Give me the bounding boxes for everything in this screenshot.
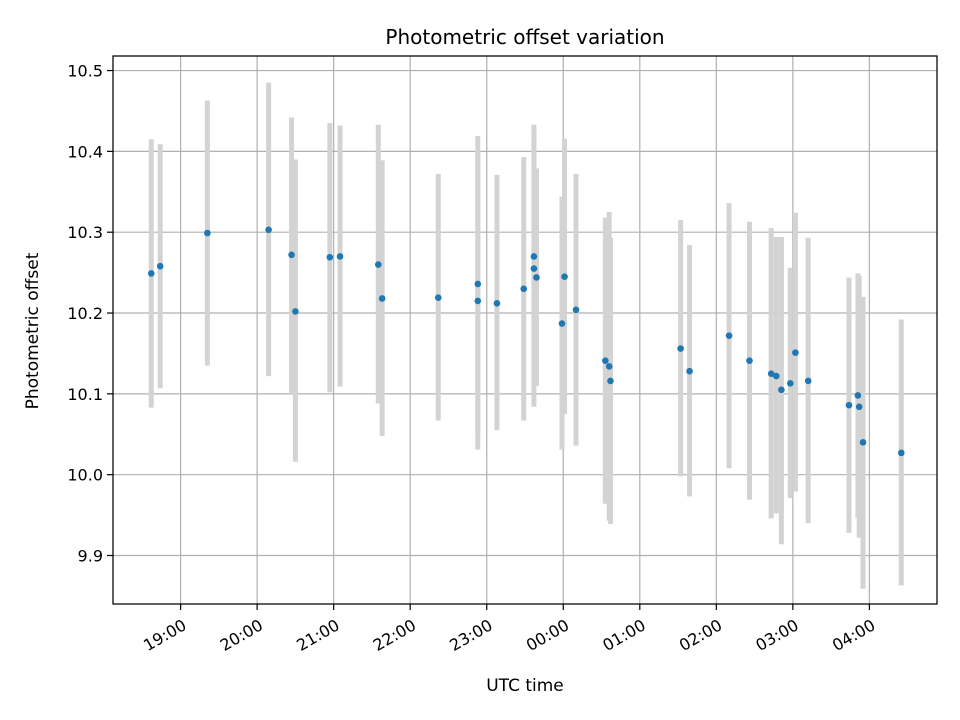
data-point	[375, 261, 382, 268]
data-point	[533, 274, 540, 281]
data-point	[520, 285, 528, 293]
data-point	[897, 449, 905, 457]
data-point	[804, 377, 812, 385]
data-point	[854, 392, 862, 399]
data-point	[147, 270, 155, 277]
data-point	[292, 308, 299, 315]
x-axis-title: UTC time	[486, 676, 564, 696]
data-point	[787, 380, 794, 387]
plot-frame	[112, 55, 938, 605]
data-point	[561, 273, 568, 280]
y-axis-title: Photometric offset	[23, 252, 43, 409]
data-point	[434, 294, 442, 301]
y-tick-label: 10.3	[67, 223, 103, 242]
data-point	[558, 320, 566, 327]
data-point	[156, 262, 164, 270]
data-point	[336, 253, 344, 260]
data-point	[326, 253, 334, 261]
data-point	[265, 226, 272, 234]
y-tick-label: 9.9	[78, 547, 103, 566]
data-point	[602, 357, 609, 365]
data-point	[605, 363, 613, 370]
data-point	[530, 253, 538, 260]
y-axis-ticks: 9.9 10.0 10.1 10.2 10.3 10.4 10.5	[67, 62, 113, 566]
y-tick-label: 10.4	[67, 142, 103, 161]
data-point	[859, 439, 867, 446]
data-point	[530, 265, 538, 272]
data-point	[746, 357, 753, 365]
data-point	[767, 370, 775, 377]
data-point	[686, 367, 693, 375]
y-tick-label: 10.1	[67, 385, 103, 404]
data-point	[792, 349, 799, 356]
y-tick-label: 10.2	[67, 304, 103, 323]
y-tick-label: 10.0	[67, 466, 103, 485]
chart-title: Photometric offset variation	[385, 25, 664, 49]
data-point	[677, 345, 684, 352]
data-point	[778, 386, 785, 394]
data-point	[474, 297, 482, 305]
point-layer	[147, 226, 905, 457]
data-point	[855, 403, 863, 411]
data-point	[288, 251, 295, 259]
data-point	[772, 372, 780, 380]
data-point	[204, 229, 211, 237]
data-point	[845, 401, 853, 409]
data-point	[725, 332, 733, 339]
data-point	[474, 280, 482, 288]
data-point	[493, 300, 501, 307]
y-tick-label: 10.5	[67, 62, 103, 81]
data-point	[607, 377, 614, 385]
data-point	[572, 306, 580, 314]
data-point	[378, 295, 386, 302]
